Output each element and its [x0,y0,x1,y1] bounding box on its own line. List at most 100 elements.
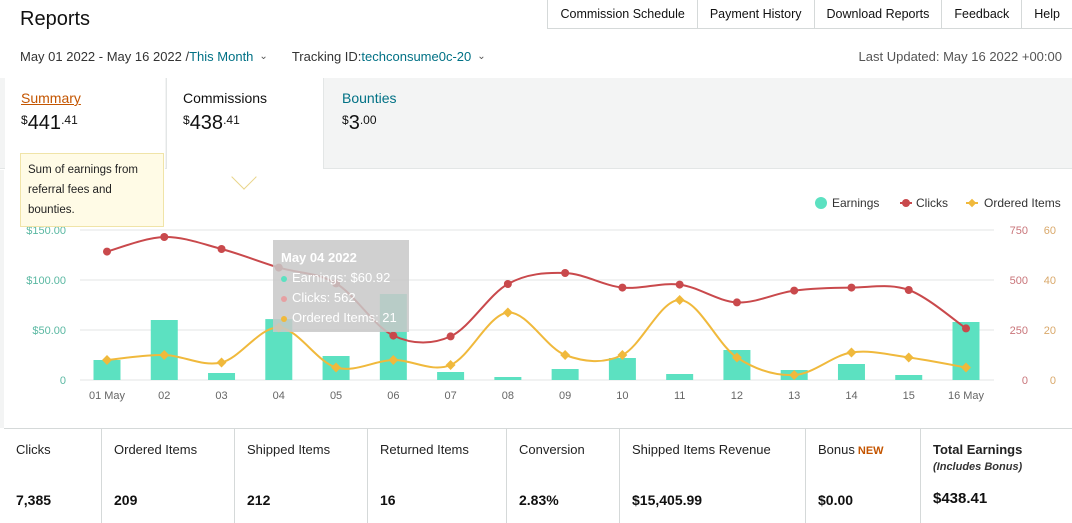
x-axis-tick: 03 [215,390,227,402]
tab-amount: $438.41 [183,112,240,134]
tab-label[interactable]: Commissions [183,90,268,106]
clicks-point [446,332,455,341]
stat-value: 16 [380,492,396,508]
clicks-point [503,280,512,288]
stat-label: Bonus NEW [818,442,884,457]
stat-ordered-items: Ordered Items 209 [102,429,235,523]
x-axis-tick: 13 [788,390,800,402]
ordered-items-point [159,350,170,360]
earnings-bar [837,364,865,380]
x-axis-tick: 15 [903,390,915,402]
stat-value: 7,385 [16,492,52,508]
legend-earnings-icon [815,197,827,209]
date-preset-dropdown[interactable]: This Month [189,49,254,64]
x-axis-tick: 12 [731,390,743,402]
filter-bar: May 01 2022 - May 16 2022 / This Month ⌄… [20,49,486,64]
help-button[interactable]: Help [1021,0,1072,28]
clicks-dot-icon [281,295,287,302]
commission-schedule-button[interactable]: Commission Schedule [547,0,696,28]
right-axis-1-tick: 750 [1010,225,1028,237]
stat-shipped-revenue: Shipped Items Revenue $15,405.99 [620,429,806,523]
earnings-dot-icon [281,275,287,282]
ordered-items-point [560,350,571,360]
stats-row: Clicks 7,385 Ordered Items 209 Shipped I… [4,428,1072,523]
stat-label: Returned Items [380,442,469,457]
hover-tooltip: May 04 2022 Earnings: $60.92 Clicks: 562… [273,240,409,332]
x-axis-tick: 02 [158,390,170,402]
clicks-line [106,235,967,344]
right-axis-2-tick: 60 [1044,225,1056,237]
x-axis-tick: 09 [559,390,571,402]
clicks-point [217,245,226,253]
left-axis-tick: $150.00 [26,225,66,237]
x-axis-tick: 01 May [89,390,126,402]
tracking-id-label: Tracking ID: [291,49,362,64]
tab-label[interactable]: Summary [21,90,81,106]
stat-shipped-items: Shipped Items 212 [235,429,368,523]
stat-total-earnings: Total Earnings (Includes Bonus) $438.41 [921,429,1072,523]
stat-value: 2.83% [519,492,559,508]
ordered-items-point [961,362,971,373]
x-axis-tick: 07 [444,390,456,402]
tab-bounties[interactable]: Bounties $3.00 [326,78,466,169]
hover-tooltip-earnings: Earnings: $60.92 [292,270,391,285]
clicks-point [618,283,627,292]
ordered-items-point [216,357,227,368]
earnings-bar [208,373,236,380]
stat-clicks: Clicks 7,385 [4,429,102,523]
right-axis-1-tick: 0 [1022,375,1028,387]
stat-returned-items: Returned Items 16 [368,429,507,523]
earnings-bar [895,375,923,380]
clicks-point [790,286,799,295]
stat-label: Conversion [519,442,585,457]
legend-label: Ordered Items [984,196,1061,210]
chart-area: $150.00 750 60 $100.00 500 40 $50.00 250 20 0 0 0 01… [0,170,1072,428]
stat-label: Clicks [16,442,51,457]
tab-commissions[interactable]: Commissions $438.41 [166,78,324,169]
feedback-button[interactable]: Feedback [941,0,1021,28]
earnings-bar [666,374,694,380]
chevron-down-icon[interactable]: ⌄ [259,51,268,62]
ordered-dot-icon [281,315,287,322]
tracking-id-dropdown[interactable]: techconsume0c-20 [361,49,472,64]
stat-conversion: Conversion 2.83% [507,429,620,523]
ordered-items-point [789,370,800,380]
clicks-point [962,324,970,333]
stat-label: Shipped Items [247,442,331,457]
stat-label: Total Earnings [933,442,1023,457]
new-badge: NEW [857,445,884,457]
stat-label: Ordered Items [114,442,198,457]
ordered-items-point [502,307,513,318]
page-title: Reports [20,8,91,30]
x-axis-tick: 10 [616,390,628,402]
chevron-down-icon[interactable]: ⌄ [477,51,486,62]
hover-tooltip-ordered: Ordered Items: 21 [292,310,397,325]
clicks-point [732,298,741,307]
hover-tooltip-date: May 04 2022 [281,250,357,265]
ordered-items-point [903,352,914,363]
tab-label[interactable]: Bounties [342,90,397,106]
date-range-text: May 01 2022 - May 16 2022 / [20,49,190,64]
clicks-point [103,247,111,256]
clicks-point [904,286,913,294]
x-axis-tick: 06 [387,390,399,402]
ordered-items-point [674,295,685,305]
stat-label: Shipped Items Revenue [632,442,771,457]
summary-tooltip: Sum of earnings from referral fees and b… [20,153,164,227]
x-axis-tick: 05 [330,390,342,402]
download-reports-button[interactable]: Download Reports [813,0,942,28]
ordered-items-point [846,347,857,358]
x-axis-tick: 08 [502,390,514,402]
x-axis-tick: 14 [845,390,857,402]
clicks-point [561,269,570,277]
payment-history-button[interactable]: Payment History [696,0,814,28]
top-nav: Commission Schedule Payment History Down… [547,0,1072,29]
right-axis-2-tick: 20 [1044,325,1056,337]
ordered-items-point [445,360,456,370]
clicks-point [389,331,398,340]
stat-value: 212 [247,492,271,508]
tab-amount: $3.00 [342,112,377,134]
clicks-point [847,283,856,292]
x-axis-tick: 16 May [948,390,985,402]
earnings-bar [437,372,465,380]
